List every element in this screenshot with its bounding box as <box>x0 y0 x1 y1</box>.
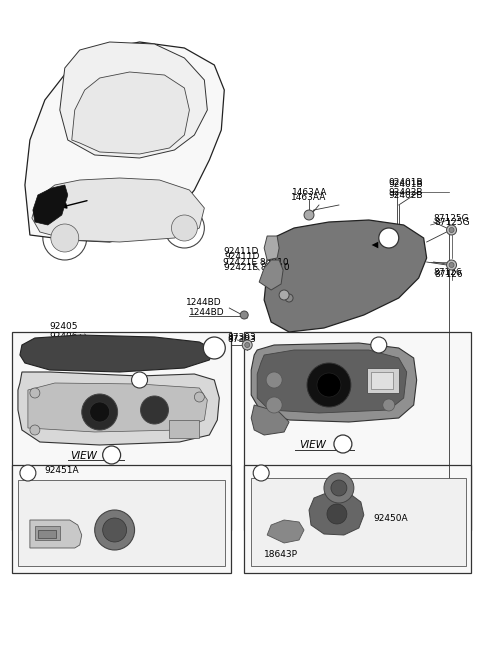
Text: 1463AA: 1463AA <box>292 188 327 197</box>
Text: b: b <box>376 341 382 350</box>
Circle shape <box>305 211 313 219</box>
Polygon shape <box>259 260 283 290</box>
FancyBboxPatch shape <box>18 480 225 566</box>
Circle shape <box>449 263 454 267</box>
Circle shape <box>253 465 269 481</box>
FancyBboxPatch shape <box>35 526 60 540</box>
Circle shape <box>285 294 293 302</box>
Polygon shape <box>25 42 224 242</box>
Circle shape <box>307 363 351 407</box>
Text: 92401B: 92401B <box>389 180 423 189</box>
Text: 87125G: 87125G <box>434 218 470 227</box>
Text: A: A <box>211 342 217 351</box>
Circle shape <box>266 372 282 388</box>
Text: 92406: 92406 <box>50 332 78 341</box>
Circle shape <box>240 311 248 319</box>
Circle shape <box>30 388 40 398</box>
FancyBboxPatch shape <box>244 465 471 573</box>
Text: 87393: 87393 <box>227 333 256 342</box>
Polygon shape <box>251 405 289 435</box>
Polygon shape <box>33 185 68 225</box>
Circle shape <box>51 224 79 252</box>
Circle shape <box>20 465 36 481</box>
Polygon shape <box>264 236 279 260</box>
Circle shape <box>334 435 352 453</box>
Text: 92405: 92405 <box>50 322 78 331</box>
Circle shape <box>371 337 387 353</box>
Text: 92450A: 92450A <box>374 514 408 523</box>
Text: A: A <box>108 451 115 459</box>
Circle shape <box>245 342 250 348</box>
Text: 1244BD: 1244BD <box>186 298 222 307</box>
Circle shape <box>449 227 454 233</box>
Polygon shape <box>28 383 207 432</box>
Circle shape <box>95 510 134 550</box>
Text: 92402B: 92402B <box>389 188 423 197</box>
Circle shape <box>446 260 456 270</box>
Circle shape <box>279 290 289 300</box>
Circle shape <box>242 340 252 350</box>
Text: 92402B: 92402B <box>389 191 423 200</box>
Text: b: b <box>259 469 264 478</box>
Circle shape <box>90 402 109 422</box>
Polygon shape <box>257 350 407 413</box>
Polygon shape <box>18 372 219 445</box>
FancyBboxPatch shape <box>12 465 231 573</box>
Circle shape <box>446 225 456 235</box>
Text: VIEW: VIEW <box>70 451 96 461</box>
Circle shape <box>171 215 197 241</box>
Polygon shape <box>30 520 82 548</box>
Text: 92421E 86910: 92421E 86910 <box>223 258 289 267</box>
Circle shape <box>383 399 395 411</box>
Text: 92421E 86910: 92421E 86910 <box>224 263 290 272</box>
Polygon shape <box>20 335 214 372</box>
FancyBboxPatch shape <box>12 332 231 530</box>
Text: 1463AA: 1463AA <box>291 193 326 202</box>
Text: 87125G: 87125G <box>433 214 469 223</box>
Circle shape <box>132 372 147 388</box>
Polygon shape <box>267 520 304 543</box>
Polygon shape <box>251 343 417 422</box>
Polygon shape <box>309 492 364 535</box>
Polygon shape <box>264 220 427 332</box>
Circle shape <box>327 504 347 524</box>
Circle shape <box>317 373 341 397</box>
FancyBboxPatch shape <box>38 530 56 538</box>
FancyBboxPatch shape <box>244 332 471 530</box>
Circle shape <box>379 228 399 248</box>
Text: 18643P: 18643P <box>264 550 298 559</box>
Circle shape <box>103 518 127 542</box>
Text: 1244BD: 1244BD <box>190 308 225 317</box>
Circle shape <box>331 480 347 496</box>
Circle shape <box>30 425 40 435</box>
Text: a: a <box>137 376 142 385</box>
Text: 87126: 87126 <box>434 270 463 279</box>
Text: 87126: 87126 <box>433 268 462 277</box>
FancyBboxPatch shape <box>169 420 199 438</box>
Circle shape <box>204 337 225 359</box>
FancyBboxPatch shape <box>95 192 159 214</box>
Circle shape <box>304 210 314 220</box>
Text: 92451A: 92451A <box>45 466 80 475</box>
Text: 92411D: 92411D <box>224 252 260 261</box>
Circle shape <box>324 473 354 503</box>
Text: 92411D: 92411D <box>223 247 259 256</box>
Circle shape <box>266 397 282 413</box>
Text: B: B <box>386 233 392 242</box>
Text: VIEW: VIEW <box>299 440 326 450</box>
Polygon shape <box>32 178 204 242</box>
FancyBboxPatch shape <box>251 478 466 566</box>
FancyBboxPatch shape <box>367 368 399 393</box>
Circle shape <box>103 446 120 464</box>
FancyBboxPatch shape <box>371 372 393 389</box>
Text: a: a <box>25 469 30 478</box>
Text: B: B <box>340 440 346 449</box>
Circle shape <box>141 396 168 424</box>
Polygon shape <box>60 42 207 158</box>
Text: 92401B: 92401B <box>389 178 423 187</box>
Circle shape <box>82 394 118 430</box>
Text: 87393: 87393 <box>227 335 256 344</box>
Polygon shape <box>72 72 190 154</box>
Circle shape <box>194 392 204 402</box>
